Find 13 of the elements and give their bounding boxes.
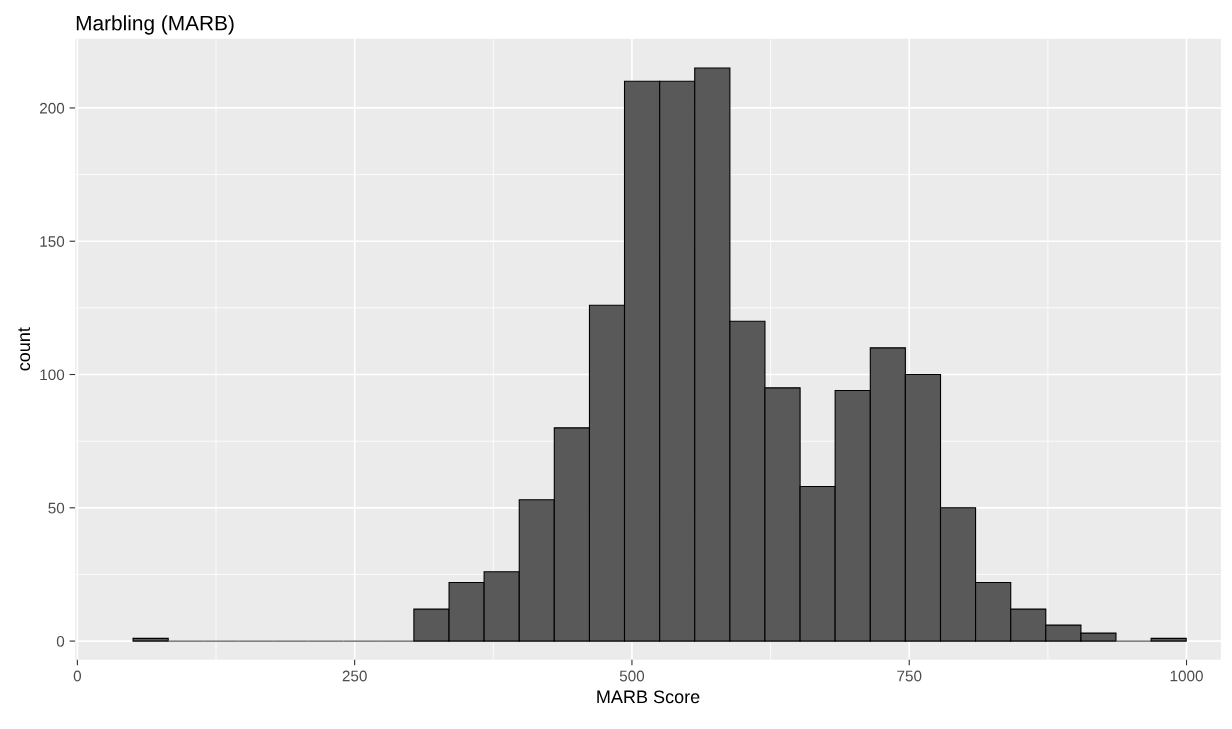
- x-tick-label: 250: [342, 670, 367, 682]
- x-tick-label: 0: [73, 670, 82, 682]
- x-axis-title: MARB Score: [597, 690, 700, 704]
- y-tick-label: 200: [40, 102, 65, 114]
- x-tick-label: 500: [619, 670, 645, 682]
- y-tick-label: 100: [40, 369, 65, 381]
- y-tick-label: 0: [56, 635, 65, 647]
- x-tick-label: 1000: [1170, 670, 1203, 682]
- chart-title: Marbling (MARB): [76, 15, 234, 35]
- y-tick-label: 50: [48, 502, 65, 514]
- y-axis-title: count: [18, 327, 31, 371]
- y-tick-label: 150: [40, 236, 65, 247]
- x-tick-label: 750: [897, 670, 922, 682]
